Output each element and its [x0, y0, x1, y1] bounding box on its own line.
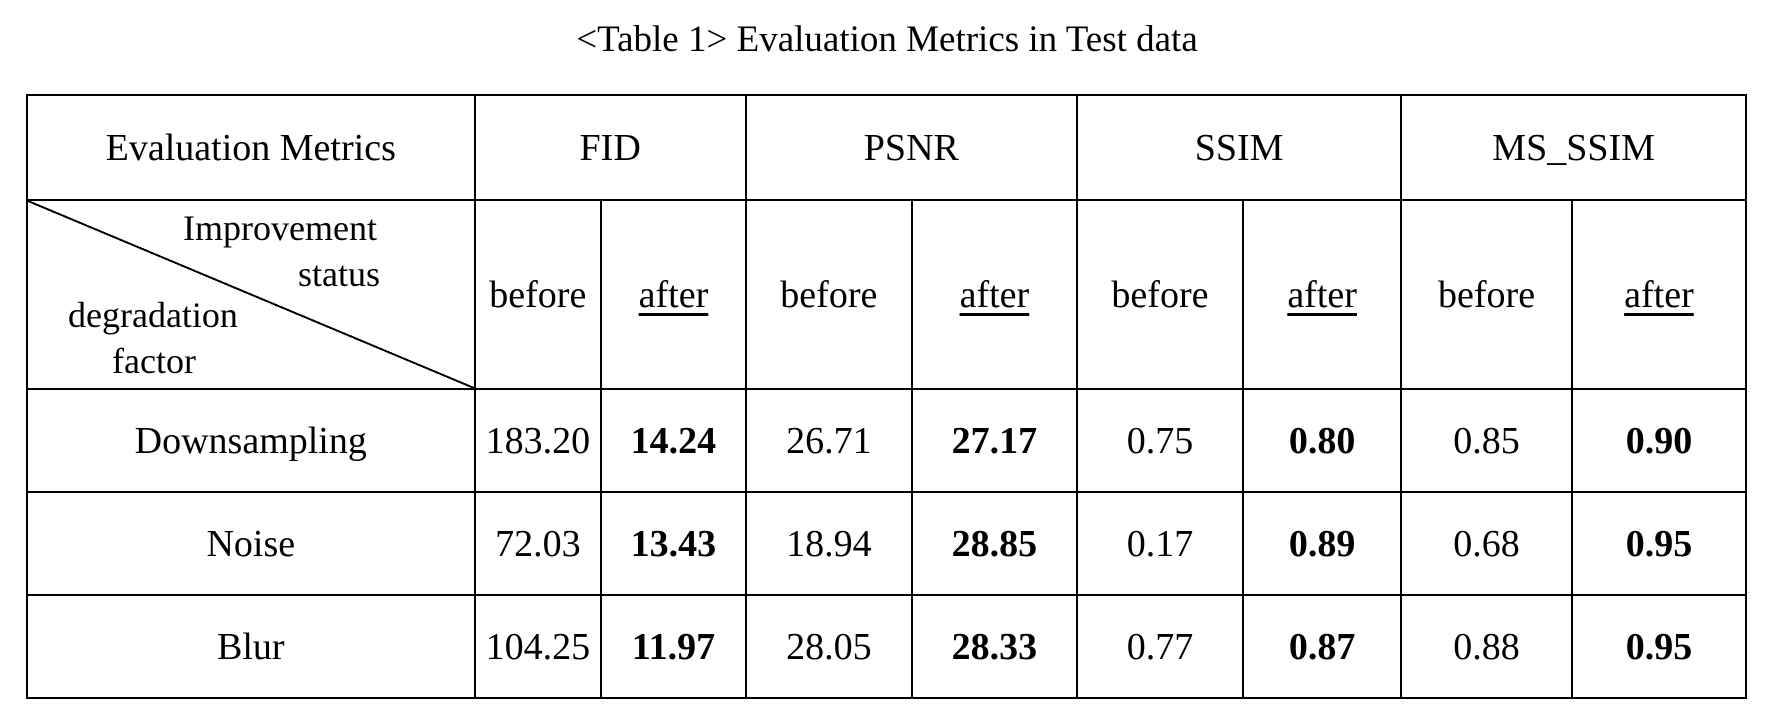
fid-before-cell: 72.03: [473, 491, 603, 596]
degradation-factor-label: degradation factor: [68, 295, 238, 381]
metric-header-fid: FID: [473, 94, 747, 201]
ssim-after-cell: 0.87: [1242, 594, 1403, 699]
ssim-after-cell: 0.80: [1242, 388, 1403, 493]
psnr-before-header: before: [744, 199, 913, 390]
row-label-noise: Noise: [26, 491, 476, 596]
table-header-row: Evaluation Metrics FID PSNR SSIM MS_SSIM: [26, 94, 1747, 201]
diagonal-corner-cell: Improvement status degradation factor: [26, 199, 476, 390]
fid-before-header: before: [473, 199, 603, 390]
ssim-after-header: after: [1242, 199, 1403, 390]
fid-before-cell: 104.25: [473, 594, 603, 699]
fid-after-cell: 14.24: [600, 388, 747, 493]
psnr-after-header: after: [910, 199, 1078, 390]
improvement-status-label: Improvement status: [183, 208, 381, 294]
evaluation-metrics-header: Evaluation Metrics: [26, 94, 476, 201]
psnr-after-cell: 28.85: [910, 491, 1078, 596]
fid-before-cell: 183.20: [473, 388, 603, 493]
fid-after-header: after: [600, 199, 747, 390]
metric-header-psnr: PSNR: [744, 94, 1078, 201]
ms-ssim-after-header: after: [1570, 199, 1748, 390]
table-row-noise: Noise 72.03 13.43 18.94 28.85 0.17 0.89 …: [26, 491, 1748, 596]
ssim-before-header: before: [1075, 199, 1245, 390]
ssim-before-cell: 0.75: [1075, 388, 1245, 493]
psnr-after-cell: 28.33: [910, 594, 1078, 699]
ms-ssim-before-cell: 0.85: [1400, 388, 1573, 493]
table-row-blur: Blur 104.25 11.97 28.05 28.33 0.77 0.87 …: [26, 594, 1748, 699]
row-label-downsampling: Downsampling: [26, 388, 476, 493]
ssim-before-cell: 0.77: [1075, 594, 1245, 699]
table-caption: <Table 1> Evaluation Metrics in Test dat…: [576, 19, 1198, 60]
ms-ssim-before-cell: 0.88: [1400, 594, 1573, 699]
ms-ssim-after-cell: 0.90: [1570, 388, 1748, 493]
psnr-before-cell: 26.71: [744, 388, 913, 493]
ssim-after-cell: 0.89: [1242, 491, 1403, 596]
fid-after-cell: 13.43: [600, 491, 747, 596]
ms-ssim-after-cell: 0.95: [1570, 594, 1748, 699]
ms-ssim-before-cell: 0.68: [1400, 491, 1573, 596]
metric-header-ssim: SSIM: [1075, 94, 1403, 201]
table-row-downsampling: Downsampling 183.20 14.24 26.71 27.17 0.…: [26, 388, 1748, 493]
evaluation-metrics-table: Evaluation Metrics FID PSNR SSIM MS_SSIM…: [26, 94, 1748, 699]
row-label-blur: Blur: [26, 594, 476, 699]
psnr-before-cell: 28.05: [744, 594, 913, 699]
ssim-before-cell: 0.17: [1075, 491, 1245, 596]
psnr-before-cell: 18.94: [744, 491, 913, 596]
ms-ssim-before-header: before: [1400, 199, 1573, 390]
psnr-after-cell: 27.17: [910, 388, 1078, 493]
ms-ssim-after-cell: 0.95: [1570, 491, 1748, 596]
fid-after-cell: 11.97: [600, 594, 747, 699]
metric-header-ms-ssim: MS_SSIM: [1400, 94, 1747, 201]
table-subheader-row: Improvement status degradation factor be…: [26, 199, 1748, 390]
